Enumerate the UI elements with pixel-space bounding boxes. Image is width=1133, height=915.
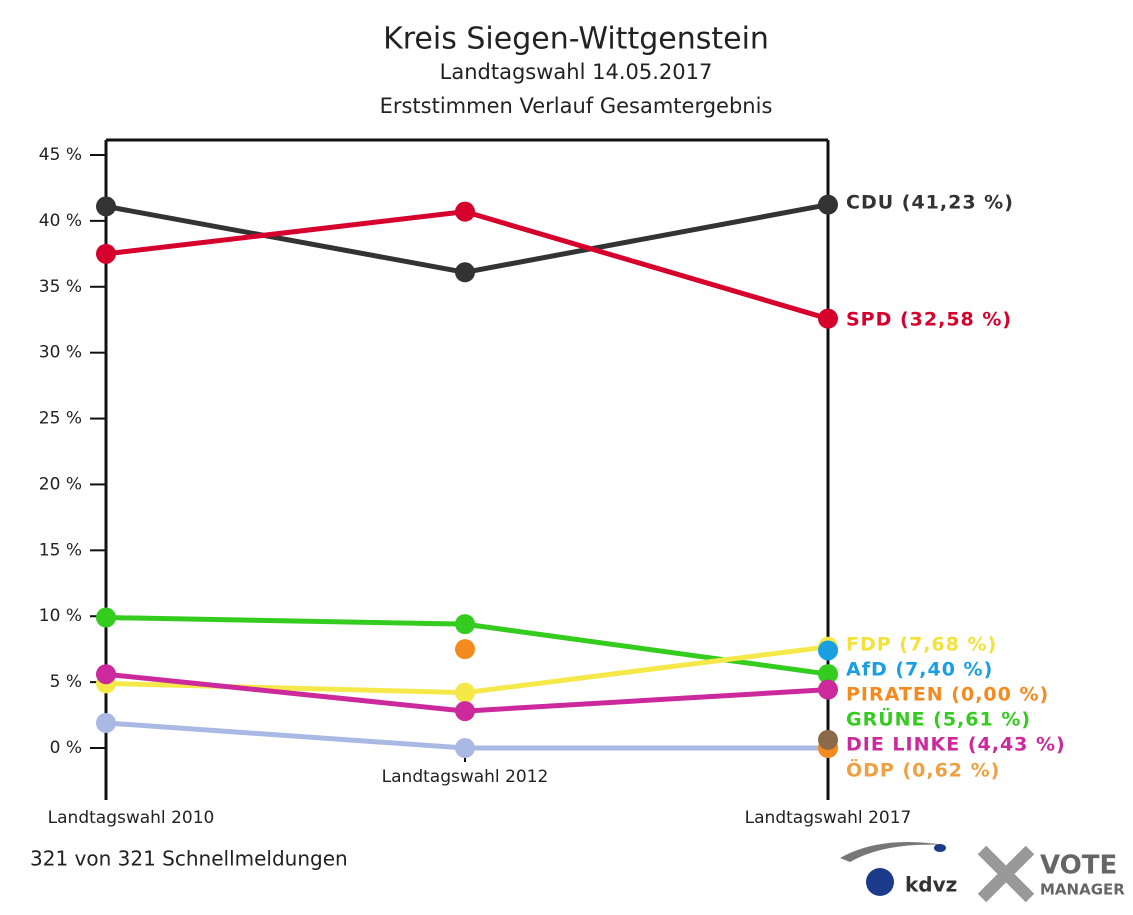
y-tick-label: 20 %	[39, 474, 82, 494]
chart-subtitle: Erststimmen Verlauf Gesamtergebnis	[380, 94, 773, 118]
logo-text: kdvz	[905, 873, 957, 897]
data-point	[455, 738, 475, 758]
data-point	[455, 614, 475, 635]
data-point	[818, 664, 838, 685]
legend-label: PIRATEN (0,00 %)	[846, 684, 1049, 706]
data-point	[455, 639, 475, 660]
data-point	[455, 201, 475, 222]
x-tick-label: Landtagswahl 2012	[382, 767, 549, 787]
legend-label: FDP (7,68 %)	[846, 634, 997, 656]
data-point	[96, 607, 116, 628]
legend-label: GRÜNE (5,61 %)	[846, 707, 1031, 731]
data-point	[455, 701, 475, 722]
data-point	[455, 262, 475, 283]
y-tick-label: 35 %	[39, 277, 82, 297]
data-point	[96, 196, 116, 217]
chart-title: Kreis Siegen-Wittgenstein	[383, 22, 769, 57]
data-point	[818, 640, 838, 661]
data-point	[818, 308, 838, 329]
logo-swoosh	[840, 841, 945, 862]
legend-label: DIE LINKE (4,43 %)	[846, 734, 1066, 756]
data-point	[96, 664, 116, 685]
data-point	[818, 194, 838, 215]
logo-x	[977, 845, 1035, 903]
y-tick-label: 30 %	[39, 343, 82, 363]
logo-ball	[866, 868, 894, 896]
y-tick-label: 10 %	[39, 606, 82, 626]
chart-subtitle: Landtagswahl 14.05.2017	[440, 60, 713, 84]
logo-text: MANAGER	[1040, 881, 1125, 899]
data-point	[455, 682, 475, 703]
legend-label: CDU (41,23 %)	[846, 192, 1014, 214]
y-tick-label: 25 %	[39, 409, 82, 429]
legend-label: AfD (7,40 %)	[846, 659, 993, 681]
logo-vote: VOTE MANAGER	[977, 845, 1125, 903]
y-tick-label: 40 %	[39, 211, 82, 231]
y-tick-label: 15 %	[39, 540, 82, 560]
y-tick-label: 45 %	[39, 145, 82, 165]
logo-text: VOTE	[1040, 851, 1117, 881]
x-tick-label: Landtagswahl 2010	[48, 808, 215, 828]
y-tick-label: 5 %	[50, 672, 82, 692]
legend-label: SPD (32,58 %)	[846, 309, 1012, 331]
logo-dot	[934, 844, 946, 852]
logo-kdvz: kdvz	[840, 841, 957, 897]
x-tick-label: Landtagswahl 2017	[745, 808, 912, 828]
data-point	[96, 243, 116, 264]
data-point	[818, 729, 838, 750]
legend-label: ÖDP (0,62 %)	[846, 758, 1000, 782]
data-point	[818, 679, 838, 700]
data-point	[96, 712, 116, 733]
footer: 321 von 321 Schnellmeldungen	[30, 847, 348, 871]
y-tick-label: 0 %	[50, 738, 82, 758]
